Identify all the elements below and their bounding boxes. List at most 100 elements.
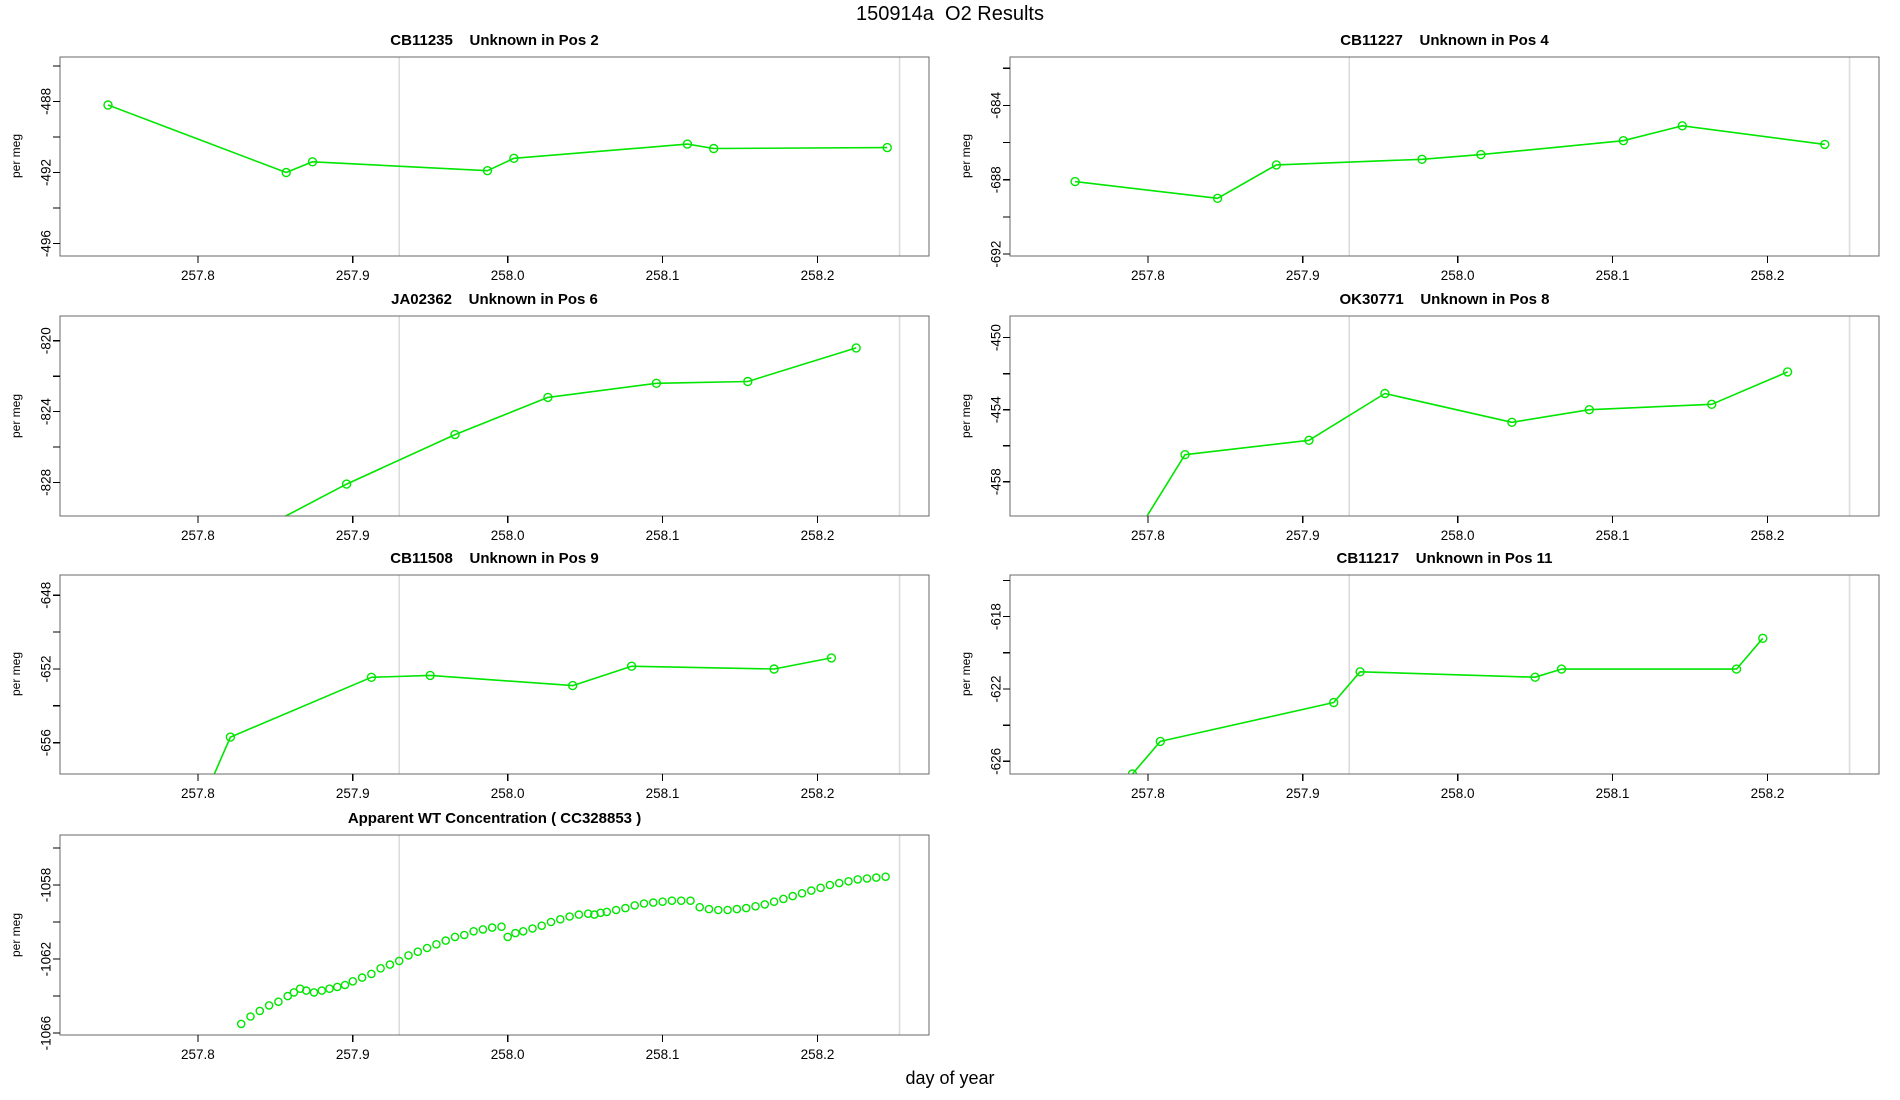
y-tick-label: -652 xyxy=(39,655,54,682)
data-point-marker xyxy=(1530,672,1540,682)
x-tick-label: 258.1 xyxy=(1596,528,1630,543)
data-point-marker xyxy=(741,903,751,913)
data-point-marker xyxy=(348,976,358,986)
data-point-marker xyxy=(341,479,352,489)
data-point-marker xyxy=(872,873,881,882)
x-tick-label: 258.1 xyxy=(646,786,680,801)
data-point-marker xyxy=(1556,664,1567,674)
x-tick-label: 257.9 xyxy=(336,268,370,283)
series-CB11217 xyxy=(1127,633,1768,774)
plot-area: 257.8 257.9 258.0 258.1 258.2 -692 -688 -684 xyxy=(989,56,1880,283)
data-point-marker xyxy=(332,982,342,992)
page-title: 150914a O2 Results xyxy=(856,3,1044,25)
data-point-marker xyxy=(1180,449,1190,460)
x-tick-label: 257.9 xyxy=(1286,268,1320,283)
data-point-marker xyxy=(760,900,770,909)
data-point-marker xyxy=(1707,399,1717,410)
data-point-marker xyxy=(639,899,649,908)
panel-title: OK30771 Unknown in Pos 8 xyxy=(1339,291,1550,308)
data-point-marker xyxy=(511,928,520,938)
x-tick-label: 258.0 xyxy=(1441,528,1475,543)
data-point-marker xyxy=(459,930,469,940)
plot-background xyxy=(60,57,929,256)
data-point-marker xyxy=(340,980,350,990)
panel-title: CB11227 Unknown in Pos 4 xyxy=(1340,32,1549,49)
data-point-marker xyxy=(432,940,441,949)
x-tick-label: 257.8 xyxy=(181,528,215,543)
plot-area: 257.8 257.9 258.0 258.1 258.2 -496 -492 -488 xyxy=(39,56,930,283)
x-tick-label: 257.9 xyxy=(336,1047,370,1062)
x-tick-label: 257.8 xyxy=(181,1047,215,1062)
series-OK30771 xyxy=(1146,367,1793,516)
series-CB11508 xyxy=(213,653,837,774)
data-point-marker xyxy=(497,922,506,931)
y-axis-label: per meg xyxy=(959,393,973,439)
data-point-marker xyxy=(788,891,798,901)
plot-background xyxy=(60,575,929,774)
y-tick-label: -684 xyxy=(989,91,1004,119)
x-tick-label: 257.9 xyxy=(1286,786,1320,801)
x-tick-label: 257.9 xyxy=(336,528,370,543)
series-CB11235 xyxy=(103,100,892,178)
data-point-marker xyxy=(307,157,318,167)
x-tick-label: 258.1 xyxy=(646,268,680,283)
data-point-marker xyxy=(1758,633,1768,643)
panel-cb11235-pos2: CB11235 Unknown in Pos 2 per meg 257.8 25… xyxy=(9,32,930,283)
data-point-marker xyxy=(769,897,779,906)
data-point-marker xyxy=(309,988,319,997)
y-tick-label: -618 xyxy=(989,603,1004,630)
y-axis-label: per meg xyxy=(9,912,23,958)
data-point-marker xyxy=(376,963,385,973)
panel-cb11217-pos11: CB11217 Unknown in Pos 11 per meg 257.8 2… xyxy=(959,550,1880,801)
data-point-marker xyxy=(611,905,621,915)
series-line xyxy=(1146,371,1788,516)
panel-title: CB11217 Unknown in Pos 11 xyxy=(1336,550,1553,567)
data-point-marker xyxy=(825,880,835,890)
data-point-marker xyxy=(546,917,556,927)
data-point-marker xyxy=(621,903,630,913)
panel-ok30771-pos8: OK30771 Unknown in Pos 8 per meg 257.8 25… xyxy=(959,291,1880,543)
plot-area: 257.8 257.9 258.0 258.1 258.2 -656 -652 -648 xyxy=(39,574,930,801)
data-point-marker xyxy=(283,991,292,1001)
data-point-marker xyxy=(537,921,547,930)
data-point-marker xyxy=(482,165,493,176)
data-point-marker xyxy=(289,988,299,997)
data-point-marker xyxy=(851,343,861,353)
data-point-marker xyxy=(565,912,574,921)
panel-title: Apparent WT Concentration ( CC328853 ) xyxy=(347,810,642,827)
x-tick-label: 258.2 xyxy=(801,268,835,283)
series-line xyxy=(213,657,832,774)
y-tick-label: -648 xyxy=(39,582,54,609)
x-tick-label: 257.9 xyxy=(1286,528,1320,543)
data-point-marker xyxy=(487,923,497,932)
data-point-marker xyxy=(1127,769,1138,774)
data-point-marker xyxy=(769,664,779,674)
data-point-marker xyxy=(404,951,413,960)
data-point-marker xyxy=(583,909,593,918)
panel-ja02362-pos6: JA02362 Unknown in Pos 6 per meg 257.8 25… xyxy=(9,291,930,543)
data-point-marker xyxy=(732,904,742,914)
data-point-marker xyxy=(268,519,276,527)
data-point-marker xyxy=(255,1006,265,1016)
x-axis-label: day of year xyxy=(905,1068,995,1088)
panel-title: JA02362 Unknown in Pos 6 xyxy=(391,291,598,308)
plot-frame xyxy=(1009,56,1880,257)
y-tick-label: -692 xyxy=(989,241,1004,268)
plot-background xyxy=(60,316,929,516)
y-tick-label: -622 xyxy=(989,675,1004,702)
y-tick-label: -488 xyxy=(39,88,54,115)
data-point-marker xyxy=(682,139,693,149)
data-point-marker xyxy=(357,973,367,982)
data-point-marker xyxy=(651,378,662,389)
data-point-marker xyxy=(686,896,695,905)
data-point-marker xyxy=(1329,697,1339,708)
x-tick-label: 258.2 xyxy=(801,1047,835,1062)
plot-frame xyxy=(59,834,930,1036)
x-tick-label: 258.0 xyxy=(491,528,525,543)
plot-frame xyxy=(1009,574,1880,775)
x-tick-label: 258.2 xyxy=(1751,268,1785,283)
data-point-marker xyxy=(450,932,460,942)
y-tick-label: -458 xyxy=(989,468,1004,495)
data-point-marker xyxy=(103,100,113,110)
